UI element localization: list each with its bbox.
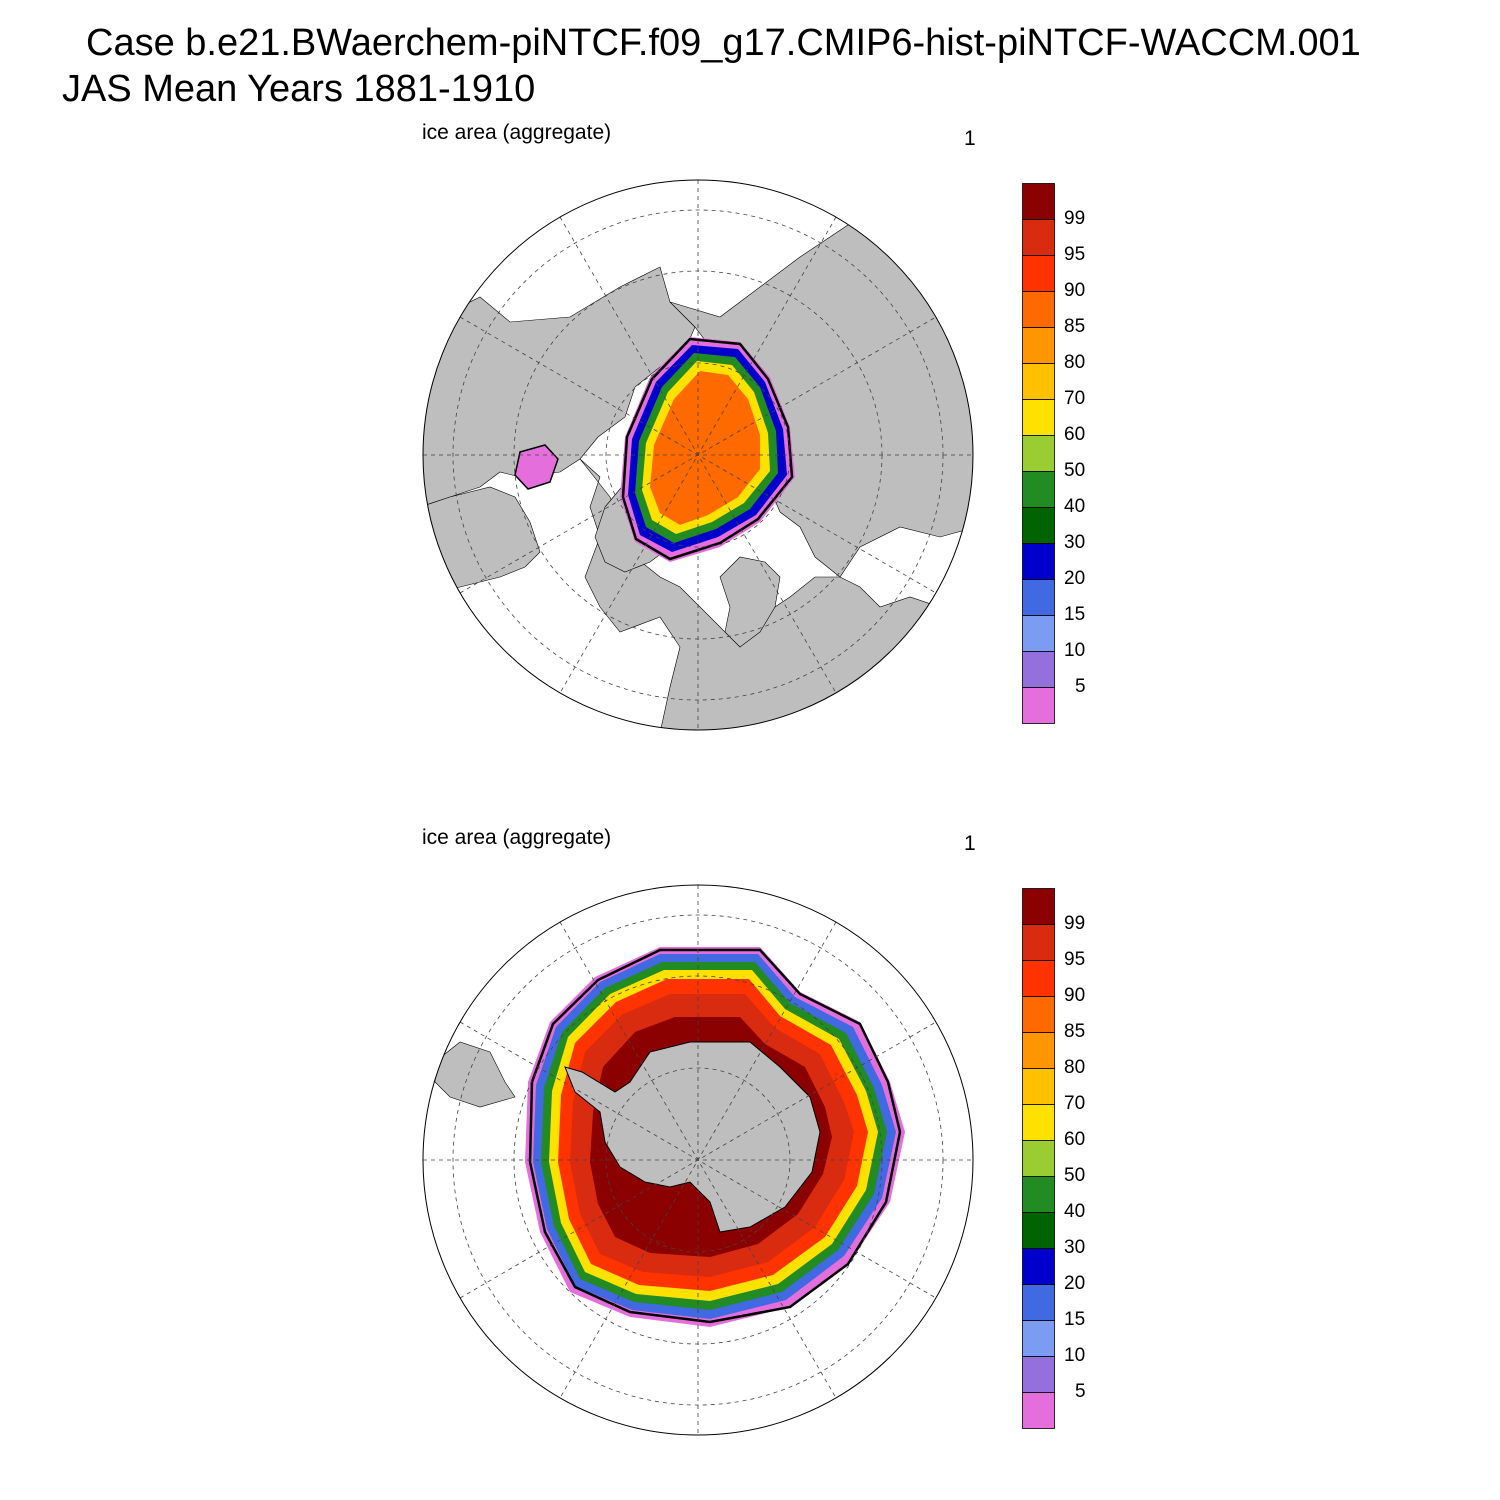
colorbar-tick-label: 40 — [1064, 496, 1086, 517]
colorbar-swatch — [1022, 399, 1055, 436]
colorbar-swatch — [1022, 291, 1055, 328]
colorbar-swatch — [1022, 615, 1055, 652]
colorbar-tick-label: 99 — [1064, 913, 1086, 934]
colorbar-swatch — [1022, 1356, 1055, 1393]
colorbar-swatch — [1022, 1176, 1055, 1213]
north-hudson-bay-ice — [514, 444, 559, 490]
south-colorbar — [1022, 888, 1055, 1429]
colorbar-tick-label: 15 — [1064, 604, 1086, 625]
colorbar-tick-label: 99 — [1064, 208, 1086, 229]
colorbar-tick-label: 60 — [1064, 1129, 1086, 1150]
colorbar-swatch — [1022, 183, 1055, 220]
colorbar-swatch — [1022, 996, 1055, 1033]
north-ice-85 — [650, 371, 760, 525]
colorbar-swatch — [1022, 1320, 1055, 1357]
south-panel-number: 1 — [964, 832, 976, 855]
north-panel-number: 1 — [964, 127, 976, 150]
colorbar-tick-label: 95 — [1064, 244, 1086, 265]
colorbar-tick-label: 80 — [1064, 1057, 1086, 1078]
colorbar-tick-label: 70 — [1064, 1093, 1086, 1114]
colorbar-tick-label: 15 — [1064, 1309, 1086, 1330]
colorbar-swatch — [1022, 687, 1055, 724]
colorbar-tick-label: 5 — [1075, 1381, 1086, 1402]
north-ice-extent-contour — [621, 337, 794, 561]
colorbar-swatch — [1022, 1068, 1055, 1105]
colorbar-swatch — [1022, 1032, 1055, 1069]
colorbar-swatch — [1022, 471, 1055, 508]
colorbar-tick-label: 40 — [1064, 1201, 1086, 1222]
north-map-border — [422, 179, 974, 731]
south-ice-extent-contour — [528, 948, 902, 1324]
south-land-south-america — [434, 1041, 516, 1108]
colorbar-swatch — [1022, 219, 1055, 256]
figure-title-line1: Case b.e21.BWaerchem-piNTCF.f09_g17.CMIP… — [86, 22, 1361, 64]
colorbar-tick-label: 85 — [1064, 1021, 1086, 1042]
colorbar-tick-label: 60 — [1064, 424, 1086, 445]
colorbar-tick-label: 10 — [1064, 640, 1086, 661]
north-polar-map — [422, 179, 974, 731]
colorbar-tick-label: 90 — [1064, 985, 1086, 1006]
colorbar-swatch — [1022, 1212, 1055, 1249]
colorbar-tick-label: 85 — [1064, 316, 1086, 337]
north-land-siberia — [423, 266, 696, 508]
colorbar-swatch — [1022, 960, 1055, 997]
colorbar-swatch — [1022, 924, 1055, 961]
colorbar-swatch — [1022, 327, 1055, 364]
colorbar-swatch — [1022, 1140, 1055, 1177]
south-map-border — [422, 884, 974, 1436]
colorbar-tick-label: 70 — [1064, 388, 1086, 409]
north-land-scandinavia — [719, 556, 781, 648]
colorbar-tick-label: 30 — [1064, 532, 1086, 553]
colorbar-swatch — [1022, 1392, 1055, 1429]
colorbar-tick-label: 90 — [1064, 280, 1086, 301]
figure-title-line2: JAS Mean Years 1881-1910 — [62, 68, 536, 110]
colorbar-tick-label: 80 — [1064, 352, 1086, 373]
colorbar-tick-label: 50 — [1064, 460, 1086, 481]
south-land-antarctica — [564, 1041, 821, 1233]
south-polar-map — [422, 884, 974, 1436]
south-panel-title: ice area (aggregate) — [422, 826, 612, 849]
colorbar-tick-label: 50 — [1064, 1165, 1086, 1186]
colorbar-swatch — [1022, 651, 1055, 688]
colorbar-swatch — [1022, 888, 1055, 925]
north-panel-title: ice area (aggregate) — [422, 121, 612, 144]
colorbar-swatch — [1022, 507, 1055, 544]
colorbar-swatch — [1022, 1104, 1055, 1141]
south-graticule — [423, 885, 973, 1435]
colorbar-swatch — [1022, 1248, 1055, 1285]
colorbar-swatch — [1022, 363, 1055, 400]
colorbar-tick-label: 10 — [1064, 1345, 1086, 1366]
colorbar-tick-label: 5 — [1075, 676, 1086, 697]
colorbar-tick-label: 20 — [1064, 1273, 1086, 1294]
colorbar-swatch — [1022, 543, 1055, 580]
colorbar-swatch — [1022, 435, 1055, 472]
north-graticule — [423, 180, 973, 730]
colorbar-swatch — [1022, 1284, 1055, 1321]
colorbar-swatch — [1022, 579, 1055, 616]
colorbar-swatch — [1022, 255, 1055, 292]
north-colorbar — [1022, 183, 1055, 724]
colorbar-tick-label: 20 — [1064, 568, 1086, 589]
colorbar-tick-label: 95 — [1064, 949, 1086, 970]
colorbar-tick-label: 30 — [1064, 1237, 1086, 1258]
